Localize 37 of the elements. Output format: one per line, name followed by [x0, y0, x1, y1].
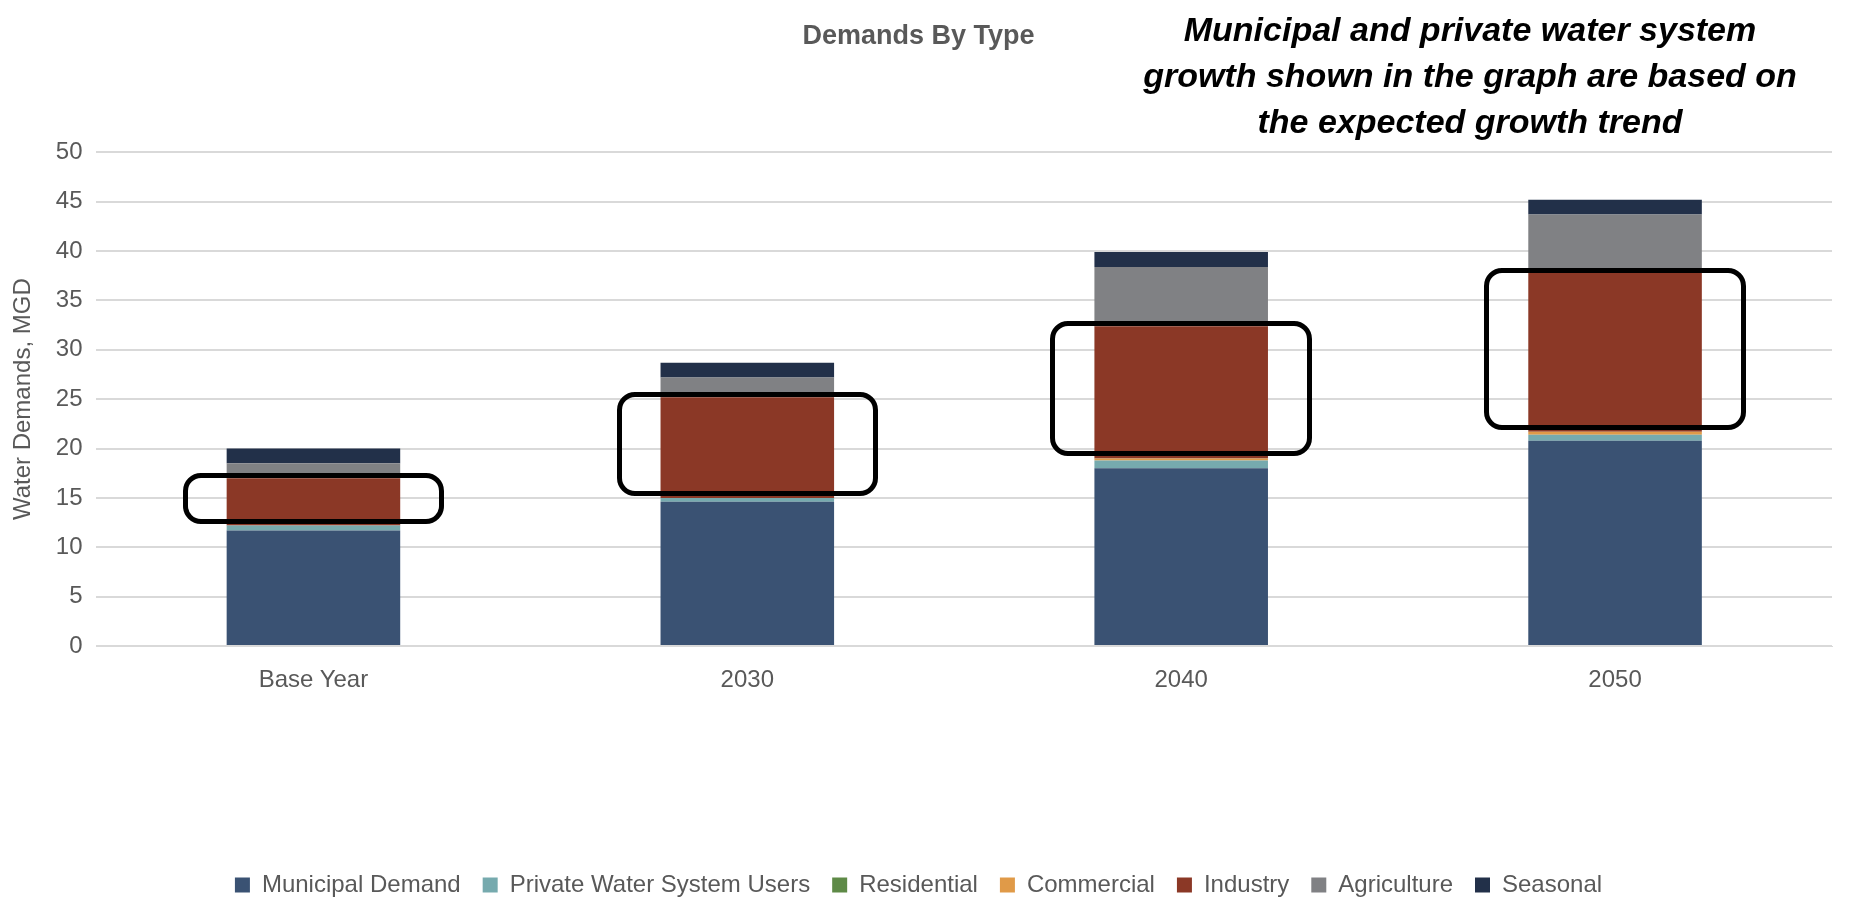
bar: [1094, 252, 1268, 267]
bar: [1528, 440, 1702, 645]
bar: [226, 448, 401, 464]
bar: [1528, 199, 1702, 215]
chart-title: Demands By Type: [802, 19, 1035, 50]
y-tick-label: 40: [55, 235, 83, 263]
bar: [660, 497, 835, 502]
y-axis-title: Water Demands, MGD: [8, 278, 36, 521]
y-tick-label: 25: [55, 383, 83, 411]
x-tick-label: 2040: [1154, 665, 1208, 693]
y-tick-label: 45: [55, 186, 83, 214]
y-tick-label: 30: [55, 334, 83, 362]
y-tick-label: 20: [55, 433, 83, 461]
bar: [1094, 460, 1268, 469]
legend-label: Industry: [1203, 869, 1290, 897]
legend-label: Residential: [859, 869, 978, 897]
bar: [1528, 431, 1702, 435]
y-tick-label: 10: [55, 531, 83, 559]
y-tick-label: 15: [55, 482, 83, 510]
text: Municipal and private water system growth shown in the graph are based on the expected growth trend: [1142, 9, 1798, 142]
legend-label: Seasonal: [1502, 869, 1603, 897]
y-tick-label: 35: [55, 285, 83, 313]
legend-label: Private Water System Users: [509, 869, 811, 897]
bar: [660, 362, 835, 378]
bar: [660, 501, 835, 645]
legend-label: Municipal Demand: [261, 869, 461, 897]
x-tick-label: 2030: [720, 665, 774, 693]
bar: [1094, 468, 1268, 645]
bar: [1528, 434, 1702, 441]
legend-label: Commercial: [1026, 869, 1155, 897]
bar: [226, 530, 401, 645]
y-tick-label: 5: [69, 581, 83, 609]
x-tick-label: 2050: [1588, 665, 1642, 693]
legend-label: Agriculture: [1338, 869, 1454, 897]
y-tick-label: 0: [69, 630, 83, 658]
x-tick-label: Base Year: [258, 665, 369, 693]
y-tick-label: 50: [55, 137, 83, 165]
